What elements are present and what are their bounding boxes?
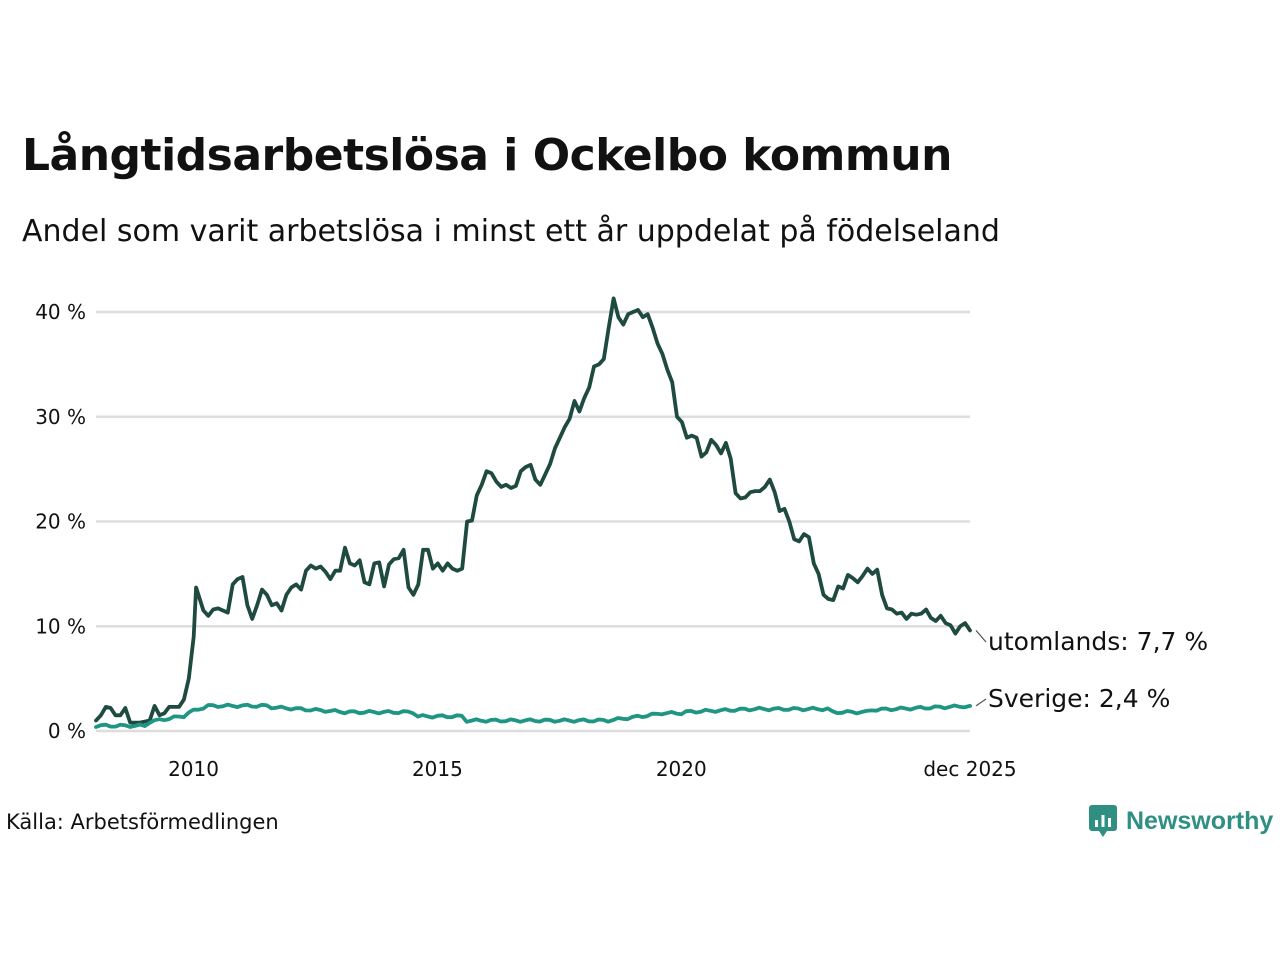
series-line-sverige [94,702,972,729]
label-connector [975,698,987,707]
x-tick-label: dec 2025 [923,757,1016,781]
series-lines [94,296,972,729]
newsworthy-chart-icon [1089,805,1117,837]
x-axis-ticks: 2010 2015 2020 dec 2025 [168,757,1017,781]
label-connector [975,630,987,643]
series-line-utomlands [94,296,972,725]
chart-subtitle: Andel som varit arbetslösa i minst ett å… [22,214,1000,249]
y-axis-ticks: 0 % 10 % 20 % 30 % 40 % [35,300,86,743]
x-tick-label: 2010 [168,757,219,781]
y-tick-label: 40 % [35,300,86,324]
y-tick-label: 30 % [35,405,86,429]
end-label-utomlands: utomlands: 7,7 % [988,627,1208,656]
newsworthy-wordmark: Newsworthy [1126,806,1274,835]
x-tick-label: 2020 [656,757,707,781]
x-tick-label: 2015 [412,757,463,781]
y-tick-label: 20 % [35,510,86,534]
y-tick-label: 10 % [35,614,86,638]
chart-title: Långtidsarbetslösa i Ockelbo kommun [22,130,952,181]
grid-lines [96,310,970,733]
source-note: Källa: Arbetsförmedlingen [6,810,279,834]
series-end-labels: utomlands: 7,7 % Sverige: 2,4 % [975,627,1208,713]
end-label-sverige: Sverige: 2,4 % [988,684,1170,713]
newsworthy-logo[interactable]: Newsworthy [1088,804,1273,838]
y-tick-label: 0 % [48,719,86,743]
